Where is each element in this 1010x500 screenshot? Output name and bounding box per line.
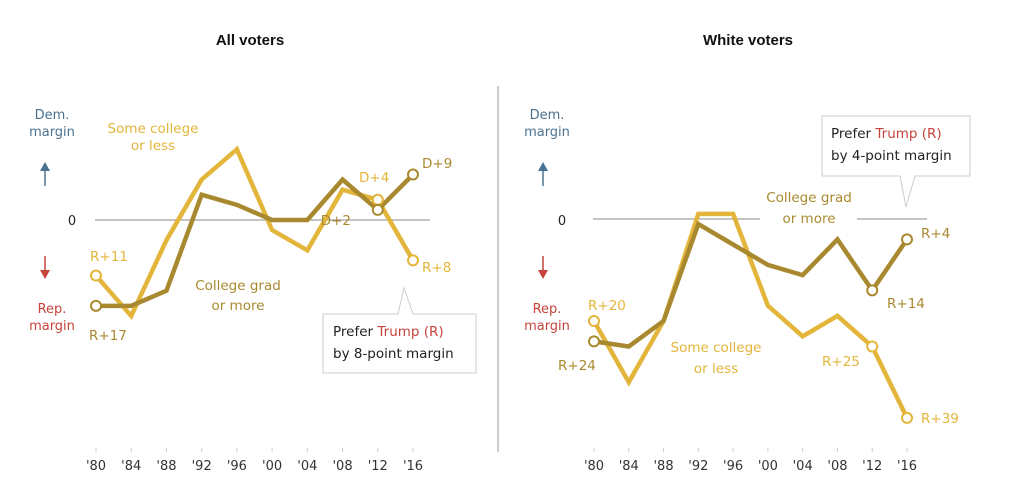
data-point-marker [866, 340, 879, 353]
rep-margin-label-line1: Rep. [38, 302, 67, 317]
data-label: R+24 [558, 358, 596, 374]
up-arrow-icon [538, 162, 548, 186]
callout-margin-text: by 4-point margin [831, 148, 952, 164]
data-label: R+11 [90, 249, 128, 265]
x-tick-label: '16 [403, 459, 423, 474]
callout-trump-all-voters: Prefer Trump (R) by 8-point margin [322, 286, 477, 374]
data-point-marker [901, 233, 913, 246]
panel-all-voters: All voters Dem. margin 0 Rep. margin '80… [29, 32, 477, 474]
x-axis-ticks: '80 '84 '88 '92 '96 '00 '04 '08 '12 '16 [86, 448, 423, 474]
callout-margin-text: by 8-point margin [333, 346, 454, 362]
down-arrow-icon [538, 256, 548, 279]
dem-margin-label-line2: margin [524, 125, 570, 140]
data-label: R+8 [422, 260, 451, 276]
x-tick-label: '92 [688, 459, 708, 474]
x-tick-label: '88 [156, 459, 176, 474]
x-axis-ticks: '80 '84 '88 '92 '96 '00 '04 '08 '12 '16 [584, 448, 917, 474]
series-line-college-grad [96, 172, 415, 309]
x-tick-label: '00 [758, 459, 778, 474]
data-label: D+4 [359, 170, 389, 186]
panel-title-white-voters: White voters [703, 32, 793, 49]
series-label-some-college-line2: or less [131, 138, 175, 154]
series-label-college-grad-line2: or more [211, 298, 264, 314]
x-tick-label: '08 [827, 459, 847, 474]
data-label: R+4 [921, 226, 950, 242]
series-line-some-college [592, 211, 910, 419]
svg-text:Prefer Trump (R): Prefer Trump (R) [831, 126, 942, 142]
data-label: R+39 [921, 411, 959, 427]
data-label: R+25 [822, 354, 860, 370]
series-label-some-college-line2: or less [694, 361, 738, 377]
svg-text:Prefer Trump (R): Prefer Trump (R) [333, 324, 444, 340]
x-tick-label: '04 [793, 459, 813, 474]
series-label-college-grad-line1: College grad [195, 278, 281, 294]
dem-margin-label-line1: Dem. [530, 108, 565, 123]
data-point-marker [901, 411, 913, 424]
x-tick-label: '96 [227, 459, 247, 474]
x-tick-label: '12 [368, 459, 388, 474]
dem-margin-label-line1: Dem. [35, 108, 70, 123]
down-arrow-icon [40, 256, 50, 279]
x-tick-label: '04 [297, 459, 317, 474]
data-label: R+17 [89, 328, 127, 344]
data-point-marker [588, 315, 600, 327]
data-point-marker [866, 284, 879, 297]
rep-margin-label-line2: margin [524, 319, 570, 334]
x-tick-label: '12 [862, 459, 882, 474]
callout-trump-white-voters: Prefer Trump (R) by 4-point margin [821, 115, 971, 208]
series-label-some-college-line1: Some college [671, 340, 762, 356]
series-label-college-grad-line1: College grad [766, 190, 852, 206]
panel-title-all-voters: All voters [216, 32, 284, 49]
data-label: R+20 [588, 298, 626, 314]
data-point-marker [90, 299, 102, 312]
data-label: R+14 [887, 296, 925, 312]
x-tick-label: '80 [86, 459, 106, 474]
panel-white-voters: White voters Dem. margin 0 Rep. margin '… [524, 32, 971, 474]
dem-margin-label-line2: margin [29, 125, 75, 140]
zero-label: 0 [558, 214, 566, 229]
data-point-marker [371, 193, 384, 206]
data-label: D+2 [321, 213, 351, 229]
rep-margin-label-line2: margin [29, 319, 75, 334]
data-point-marker [407, 254, 419, 267]
zero-label: 0 [68, 214, 76, 229]
callout-prefix: Prefer [333, 324, 377, 340]
x-tick-label: '96 [723, 459, 743, 474]
series-line-college-grad [593, 220, 909, 349]
x-tick-label: '92 [192, 459, 212, 474]
x-tick-label: '16 [897, 459, 917, 474]
x-tick-label: '88 [653, 459, 673, 474]
x-tick-label: '08 [332, 459, 352, 474]
x-tick-label: '80 [584, 459, 604, 474]
callout-candidate: Trump (R) [874, 126, 941, 142]
x-tick-label: '84 [619, 459, 639, 474]
x-tick-label: '84 [121, 459, 141, 474]
data-point-marker [588, 335, 600, 348]
x-tick-label: '00 [262, 459, 282, 474]
data-point-marker [407, 168, 419, 181]
rep-margin-label-line1: Rep. [533, 302, 562, 317]
data-point-marker [90, 269, 102, 282]
series-label-college-grad-line2: or more [782, 211, 835, 227]
up-arrow-icon [40, 162, 50, 186]
data-label: D+9 [422, 156, 452, 172]
callout-candidate: Trump (R) [376, 324, 443, 340]
data-point-marker [371, 203, 384, 216]
callout-prefix: Prefer [831, 126, 875, 142]
series-label-some-college-line1: Some college [108, 121, 199, 137]
